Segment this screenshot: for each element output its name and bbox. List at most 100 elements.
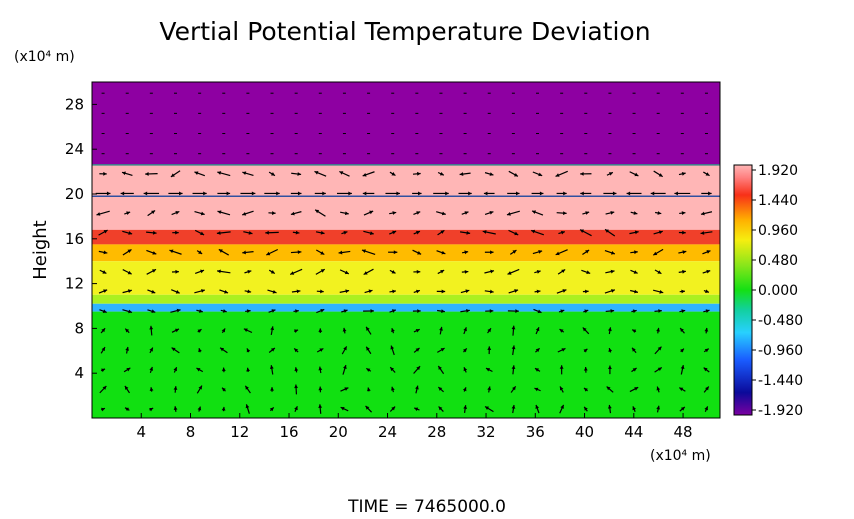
- wind-vector-head: [417, 171, 421, 176]
- wind-vector-head: [674, 191, 678, 196]
- wind-vector-head: [415, 385, 419, 390]
- wind-vector-head: [390, 367, 395, 372]
- wind-vector-head: [365, 405, 370, 410]
- wind-vector-head: [466, 308, 470, 313]
- wind-vector-head: [251, 191, 256, 196]
- colorbar: [733, 164, 753, 416]
- wind-vector-head: [535, 327, 540, 332]
- wind-vector-head: [583, 348, 588, 353]
- wind-vector-head: [515, 309, 519, 314]
- wind-vector-head: [319, 348, 324, 352]
- wind-vector-head: [102, 270, 107, 274]
- x-axis: 4 8 12 16 20 24 28 32 36 40 44 48: [136, 413, 693, 441]
- wind-vector-head: [681, 309, 686, 314]
- wind-vector-head: [197, 329, 202, 333]
- wind-vector-head: [124, 385, 129, 390]
- y-axis: 4 8 12 16 20 24 28: [65, 95, 97, 382]
- wind-vector-head: [270, 172, 275, 176]
- wind-vector-head: [224, 289, 229, 294]
- wind-vector-head: [607, 404, 612, 409]
- wind-vector-head: [489, 172, 494, 176]
- x-unit-label: (x10⁴ m): [650, 448, 711, 464]
- wind-vector-head: [705, 386, 709, 391]
- wind-vector-head: [580, 191, 584, 196]
- wind-vector-head: [391, 269, 396, 274]
- wind-vector-head: [580, 171, 584, 176]
- wind-vector-head: [538, 250, 543, 254]
- wind-vector-head: [222, 309, 227, 313]
- wind-vector-head: [417, 251, 422, 255]
- wind-vector-head: [125, 346, 130, 351]
- wind-vector-head: [269, 365, 274, 369]
- wind-vector-head: [560, 404, 564, 409]
- x-tick-label: 20: [329, 423, 348, 441]
- wind-vector-head: [463, 367, 468, 372]
- wind-vector-head: [179, 191, 183, 196]
- wind-vector-head: [560, 386, 564, 391]
- wind-vector-head: [462, 387, 467, 392]
- wind-vector-head: [579, 229, 584, 233]
- wind-vector-head: [338, 250, 343, 255]
- wind-vector-head: [680, 406, 685, 411]
- wind-vector-head: [297, 191, 302, 196]
- wind-vector-head: [708, 191, 712, 196]
- wind-vector-head: [197, 406, 202, 411]
- wind-vector-head: [203, 191, 207, 196]
- wind-vector-head: [415, 230, 420, 235]
- wind-vector-head: [343, 230, 348, 235]
- wind-vector-head: [634, 172, 639, 177]
- wind-vector-head: [366, 368, 371, 372]
- wind-vector-head: [103, 230, 108, 234]
- wind-vector-head: [226, 191, 231, 196]
- wind-vector-head: [705, 309, 710, 313]
- y-tick-label: 16: [65, 230, 84, 248]
- wind-vector-head: [367, 387, 371, 392]
- wind-vector-head: [173, 386, 178, 390]
- wind-vector-head: [221, 328, 226, 333]
- wind-vector-head: [487, 386, 492, 391]
- wind-vector-head: [100, 407, 105, 412]
- wind-vector-head: [679, 387, 684, 392]
- wind-vector-head: [706, 250, 711, 254]
- wind-vector-head: [583, 387, 588, 392]
- heatmap-layer: [92, 303, 720, 312]
- wind-vector-head: [271, 309, 276, 313]
- wind-vector-head: [559, 365, 564, 369]
- x-tick-label: 4: [136, 423, 146, 441]
- x-tick-label: 12: [230, 423, 249, 441]
- wind-vector-head: [217, 210, 222, 215]
- wind-vector-head: [318, 328, 323, 332]
- wind-vector-head: [657, 211, 662, 215]
- wind-vector-head: [680, 348, 684, 353]
- wind-vector-head: [126, 211, 131, 215]
- wind-vector-head: [270, 326, 275, 331]
- x-tick-label: 16: [279, 423, 298, 441]
- wind-vector-head: [176, 308, 181, 313]
- wind-vector-head: [318, 404, 323, 408]
- wind-vector-head: [705, 289, 709, 293]
- wind-vector-head: [440, 230, 445, 234]
- wind-vector-head: [656, 327, 660, 332]
- wind-vector-head: [633, 270, 638, 274]
- wind-vector-head: [489, 309, 494, 313]
- wind-vector-head: [512, 250, 517, 254]
- wind-vector-head: [632, 329, 637, 333]
- wind-vector-head: [511, 405, 516, 409]
- wind-vector-head: [612, 191, 617, 196]
- wind-vector-head: [657, 346, 662, 351]
- wind-vector-head: [445, 191, 449, 196]
- wind-vector-head: [392, 230, 397, 235]
- wind-vector-head: [101, 368, 106, 373]
- wind-vector-head: [704, 348, 709, 353]
- wind-vector-head: [294, 329, 299, 333]
- wind-vector-head: [127, 289, 132, 293]
- wind-vector-head: [680, 328, 684, 332]
- heatmap-layer: [92, 294, 720, 304]
- wind-vector-head: [487, 346, 492, 350]
- wind-vector-head: [706, 269, 711, 274]
- wind-vector-head: [151, 309, 156, 314]
- wind-vector-head: [490, 269, 495, 274]
- wind-vector-head: [247, 269, 252, 274]
- wind-vector-head: [393, 250, 398, 255]
